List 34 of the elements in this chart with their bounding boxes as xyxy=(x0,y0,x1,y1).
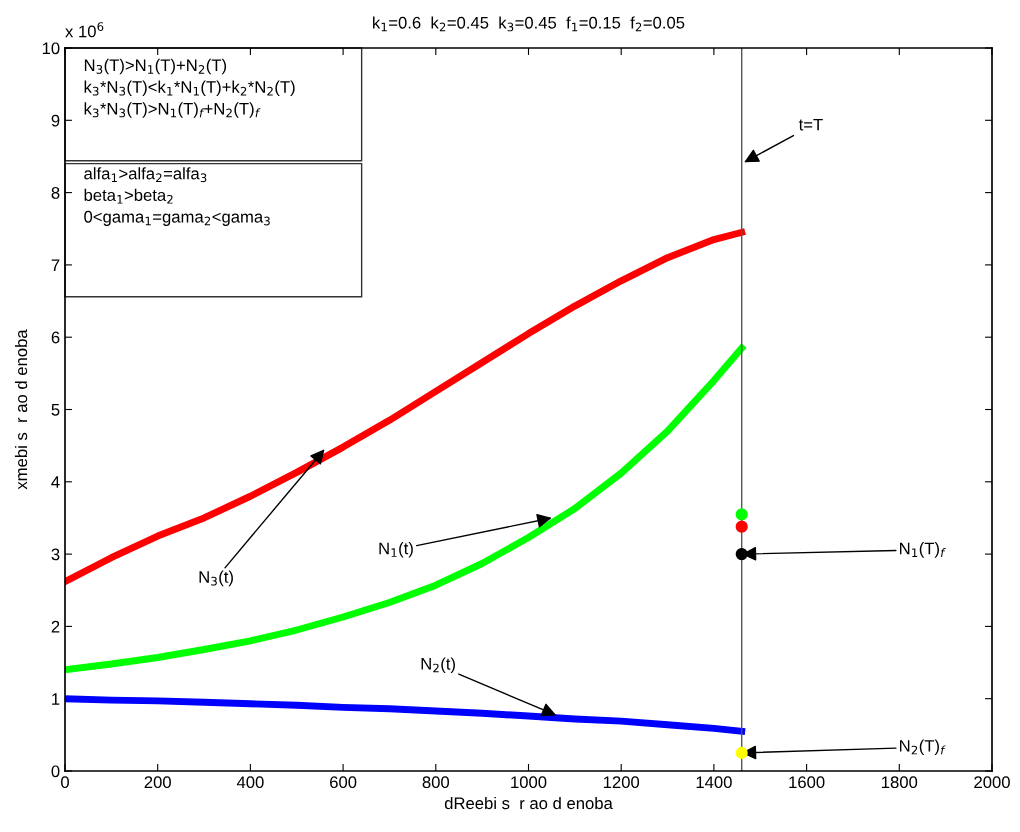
text: x 10$^{6}$ xyxy=(65,22,104,38)
y-tick-label: 4 xyxy=(51,476,60,488)
annotation: N$_{3}$(t) xyxy=(199,570,233,587)
x-tick-label: 800 xyxy=(422,776,450,789)
y-tick-label: 6 xyxy=(51,331,60,344)
x-tick-label: 1600 xyxy=(789,776,825,789)
x-tick-label: 2000 xyxy=(974,776,1010,789)
annotation: N$_{2}$(T)$_{f}$ xyxy=(900,739,946,756)
x-tick-label: 1800 xyxy=(882,776,918,789)
y-tick-label: 8 xyxy=(51,187,60,199)
x-tick-label: 0 xyxy=(61,776,69,789)
y-tick-label: 1 xyxy=(52,693,60,705)
x-tick-label: 600 xyxy=(330,776,357,789)
x-axis-title: dReebi s r ao d enoba xyxy=(444,796,613,810)
x-tick-label: 200 xyxy=(144,776,171,789)
chart-title: k$_{1}$=0.6 k$_{2}$=0.45 k$_{3}$=0.45 f$_{1}$=0.15 f$_{2}$=0.05 xyxy=(373,16,685,32)
y-tick-label: 5 xyxy=(51,404,60,416)
annotation: N$_{1}$(t) xyxy=(379,542,413,558)
y-tick-label: 0 xyxy=(51,765,60,778)
annotation: N$_{1}$(T)$_{f}$ xyxy=(900,542,946,558)
y-tick-label: 3 xyxy=(51,548,60,561)
annotation: N$_{2}$(t) xyxy=(421,657,455,674)
x-tick-label: 1400 xyxy=(696,776,732,789)
y-axis-title: xmebi s r ao d enoba xyxy=(14,329,28,490)
x-tick-label: 400 xyxy=(236,776,264,789)
text: alfa$_{1}$>alfa$_{2}$=alfa$_{3}$ beta$_{1}$>beta$_{2}$ 0<gama$_{1}$=gama$_{2}$<gama$_{3}$ xyxy=(84,167,270,226)
y-tick-label: 2 xyxy=(51,620,60,633)
x-tick-label: 1200 xyxy=(603,776,640,789)
text: N$_{3}$(T)>N$_{1}$(T)+N$_{2}$(T) k$_{3}$*N$_{3}$(T)<k$_{1}$*N$_{1}$(T)+k$_{2}$*N$_{2}$(T) k$_{3}$*N$_{3}$(T)>N$_{1}$(T)$_{f}$+N$_{2}$(T)$_{f}$ xyxy=(84,58,295,118)
y-tick-label: 9 xyxy=(51,114,60,127)
y-tick-label: 10 xyxy=(42,42,60,55)
y-tick-label: 7 xyxy=(51,259,60,271)
x-tick-label: 1000 xyxy=(511,776,547,789)
ref-line-label: t=T xyxy=(798,118,823,131)
